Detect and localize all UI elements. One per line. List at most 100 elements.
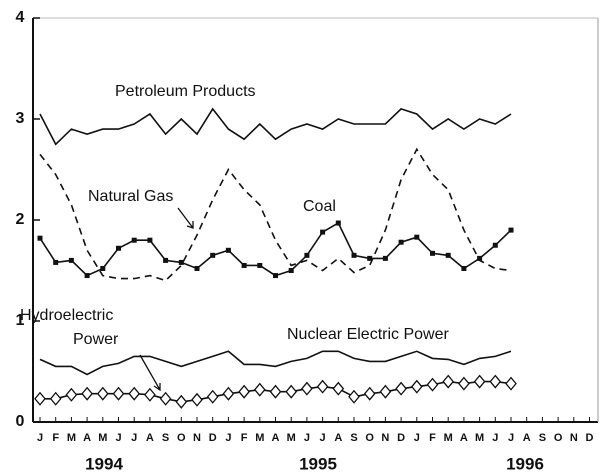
x-tick-label: A xyxy=(272,432,280,444)
marker xyxy=(382,255,388,261)
marker xyxy=(81,386,93,401)
marker xyxy=(461,265,467,271)
marker xyxy=(473,374,486,389)
x-tick-label: J xyxy=(320,432,326,444)
series-label: Hydroelectric Power xyxy=(20,307,119,348)
x-tick-label: M xyxy=(475,432,484,444)
x-tick-label: D xyxy=(209,432,217,444)
marker xyxy=(191,392,203,407)
y-tick-label: 1 xyxy=(16,312,25,329)
marker xyxy=(222,386,235,401)
x-tick-label: D xyxy=(397,432,405,444)
y-tick-label: 3 xyxy=(16,110,25,127)
x-tick-label: M xyxy=(67,432,76,444)
x-tick-label: A xyxy=(146,432,154,444)
x-tick-label: S xyxy=(539,432,546,444)
marker xyxy=(332,381,345,396)
series-label: Petroleum Products xyxy=(115,83,256,100)
x-tick-label: J xyxy=(492,432,498,444)
marker xyxy=(395,381,407,396)
marker xyxy=(445,252,451,258)
marker xyxy=(430,250,435,256)
year-label: 1995 xyxy=(299,454,337,473)
marker xyxy=(508,227,514,233)
year-label: 1994 xyxy=(85,454,123,473)
series-label: Natural Gas xyxy=(88,188,173,205)
x-tick-label: S xyxy=(162,432,169,444)
marker xyxy=(65,387,78,402)
x-tick-label: M xyxy=(98,432,107,444)
marker xyxy=(414,234,420,240)
year-label: 1996 xyxy=(506,454,544,473)
y-tick-label: 2 xyxy=(16,211,25,228)
x-tick-label: J xyxy=(304,432,310,444)
x-tick-label: A xyxy=(523,432,531,444)
x-tick-label: J xyxy=(225,432,231,444)
marker xyxy=(53,259,59,265)
x-tick-label: N xyxy=(570,432,578,444)
marker xyxy=(112,386,125,401)
marker xyxy=(206,389,219,404)
x-tick-label: F xyxy=(429,432,436,444)
marker xyxy=(442,374,455,389)
x-tick-label: O xyxy=(365,432,374,444)
marker xyxy=(144,387,156,402)
x-tick-label: A xyxy=(83,432,91,444)
y-tick-label: 4 xyxy=(16,9,25,26)
marker xyxy=(273,273,278,279)
x-tick-label: M xyxy=(255,432,264,444)
marker xyxy=(175,394,188,409)
x-tick-label: N xyxy=(193,432,201,444)
marker xyxy=(131,237,137,243)
hydro-arrow xyxy=(139,354,161,392)
marker xyxy=(225,247,231,253)
y-tick-label: 0 xyxy=(16,413,25,430)
marker xyxy=(210,252,216,258)
marker xyxy=(367,255,373,261)
marker xyxy=(379,384,392,399)
series-line xyxy=(39,107,512,146)
marker xyxy=(285,384,298,399)
marker xyxy=(477,255,483,261)
x-tick-label: F xyxy=(52,432,59,444)
x-tick-label: J xyxy=(131,432,137,444)
natural-gas-arrow xyxy=(177,207,194,229)
x-tick-label: O xyxy=(554,432,563,444)
marker xyxy=(96,386,109,401)
marker xyxy=(351,252,357,258)
series-line xyxy=(39,350,512,376)
marker xyxy=(37,235,43,241)
series-label: Nuclear Electric Power xyxy=(287,326,450,343)
marker xyxy=(116,245,121,251)
marker xyxy=(363,386,376,401)
marker xyxy=(163,257,169,263)
x-tick-label: J xyxy=(508,432,514,444)
marker xyxy=(410,379,423,394)
x-tick-label: N xyxy=(381,432,389,444)
x-tick-label: A xyxy=(460,432,468,444)
marker xyxy=(178,259,184,265)
marker xyxy=(320,229,326,235)
marker xyxy=(253,382,266,397)
marker xyxy=(128,386,141,401)
marker xyxy=(238,384,250,399)
marker xyxy=(398,239,404,245)
marker xyxy=(194,265,200,271)
marker xyxy=(426,377,439,392)
marker xyxy=(49,391,62,406)
marker xyxy=(241,262,247,268)
x-tick-label: F xyxy=(241,432,248,444)
x-tick-label: S xyxy=(350,432,357,444)
x-tick-label: J xyxy=(115,432,121,444)
x-tick-label: J xyxy=(414,432,420,444)
marker xyxy=(458,376,470,391)
marker xyxy=(269,384,282,399)
marker xyxy=(489,374,502,389)
marker xyxy=(288,268,294,273)
marker xyxy=(147,237,153,243)
marker xyxy=(159,391,172,406)
marker xyxy=(335,220,341,226)
marker xyxy=(34,391,46,406)
